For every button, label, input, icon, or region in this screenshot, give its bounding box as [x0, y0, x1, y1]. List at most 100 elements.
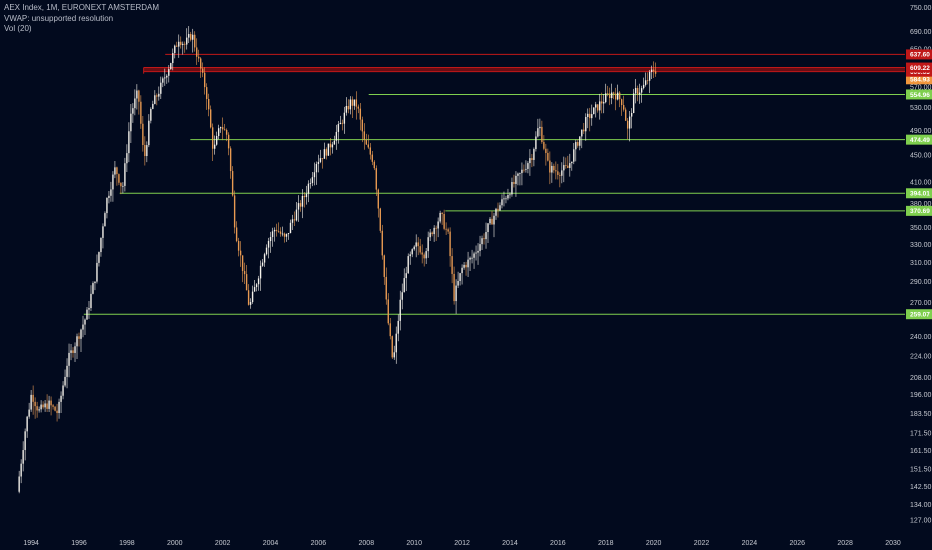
time-tick-label: 1994: [23, 540, 39, 547]
support-price-badge[interactable]: [906, 188, 932, 199]
vwap-indicator-label[interactable]: VWAP: unsupported resolution: [4, 13, 114, 23]
candle-body: [32, 394, 34, 402]
resistance-price-badge[interactable]: [906, 62, 932, 73]
candle-body: [194, 34, 196, 48]
candle-body: [271, 231, 274, 238]
candle-body: [483, 238, 485, 240]
candle-body: [613, 92, 615, 94]
time-tick-label: 2010: [406, 540, 422, 547]
candle-body: [561, 170, 563, 176]
price-axis[interactable]: 750.00690.00650.00600.00570.00530.00490.…: [910, 5, 932, 524]
candle-body: [215, 136, 218, 145]
volume-indicator-label[interactable]: Vol (20): [4, 24, 32, 33]
candle-body: [403, 278, 405, 293]
time-tick-label: 2004: [263, 540, 279, 547]
candle-body: [309, 182, 312, 184]
candle-body: [513, 182, 515, 184]
candle-body: [611, 92, 613, 99]
candle-body: [64, 376, 66, 386]
candle-body: [116, 167, 118, 175]
candle-body: [235, 227, 238, 241]
candle-body: [515, 175, 517, 184]
time-axis[interactable]: 1994 1996 1998 2000 2002 2004 2006 2008 2010 2012…: [23, 540, 901, 547]
candle-body: [38, 409, 40, 411]
candle-body: [603, 102, 605, 104]
resistance-price-badge[interactable]: [906, 49, 932, 60]
candle-body: [335, 131, 338, 141]
price-tick-label: 290.00: [910, 279, 932, 286]
candle-body: [475, 252, 477, 254]
candle-body: [615, 93, 617, 100]
price-tick-label: 183.50: [910, 411, 932, 418]
resistance-zone[interactable]: [143, 67, 906, 72]
candles-layer: [18, 26, 657, 494]
support-price-badge[interactable]: [906, 89, 932, 100]
candle-body: [219, 127, 222, 129]
candle-body: [583, 129, 585, 132]
candle-body: [393, 352, 395, 358]
support-price-badge[interactable]: [906, 205, 932, 216]
time-tick-label: 2006: [311, 540, 327, 547]
candle-body: [343, 112, 346, 124]
candle-body: [180, 41, 182, 45]
candle-body: [82, 324, 84, 330]
candle-body: [607, 93, 609, 95]
candle-body: [507, 195, 509, 199]
symbol-title[interactable]: AEX Index, 1M, EURONEXT AMSTERDAM: [4, 3, 160, 12]
candle-body: [419, 246, 421, 253]
candle-body: [329, 143, 332, 148]
candle-body: [24, 431, 26, 451]
support-price-badge[interactable]: [906, 134, 932, 145]
candle-body: [26, 416, 28, 432]
candle-body: [443, 214, 445, 229]
candle-body: [98, 252, 100, 263]
time-tick-label: 1996: [71, 540, 87, 547]
candle-body: [618, 92, 621, 100]
candle-body: [511, 182, 513, 195]
candle-body: [245, 274, 248, 291]
candle-body: [261, 262, 264, 266]
candle-body: [96, 262, 98, 282]
candle-body: [449, 231, 451, 257]
candle-body: [579, 136, 581, 146]
candle-body: [56, 410, 58, 414]
candle-body: [78, 336, 80, 339]
candle-body: [257, 278, 260, 285]
candle-body: [634, 88, 637, 94]
candle-body: [367, 144, 370, 148]
time-tick-label: 2000: [167, 540, 183, 547]
current-price-badge[interactable]: [906, 74, 932, 85]
candle-body: [369, 147, 371, 155]
time-tick-label: 2028: [837, 540, 853, 547]
candle-body: [337, 124, 340, 132]
candle-body: [247, 290, 250, 305]
candle-body: [68, 352, 70, 366]
candle-body: [549, 160, 551, 173]
candle-body: [237, 240, 240, 251]
candle-body: [114, 167, 116, 175]
candle-body: [650, 69, 653, 72]
candle-body: [463, 264, 465, 268]
candle-body: [76, 336, 78, 347]
candle-body: [303, 195, 306, 198]
candle-body: [132, 108, 134, 114]
candle-body: [140, 101, 142, 124]
candle-body: [211, 127, 214, 149]
candle-body: [281, 233, 284, 235]
candle-body: [122, 185, 124, 187]
candle-body: [134, 98, 136, 109]
candle-body: [555, 170, 557, 172]
candle-body: [455, 285, 457, 302]
candle-body: [451, 256, 453, 274]
candle-body: [52, 405, 54, 407]
candle-body: [551, 165, 553, 173]
time-tick-label: 2012: [454, 540, 470, 547]
candle-body: [599, 101, 601, 111]
candle-body: [325, 149, 328, 156]
price-tick-label: 142.50: [910, 484, 932, 491]
candle-body: [204, 72, 206, 88]
candle-body: [289, 222, 292, 234]
support-price-badge[interactable]: [906, 309, 932, 320]
candle-body: [624, 109, 627, 121]
